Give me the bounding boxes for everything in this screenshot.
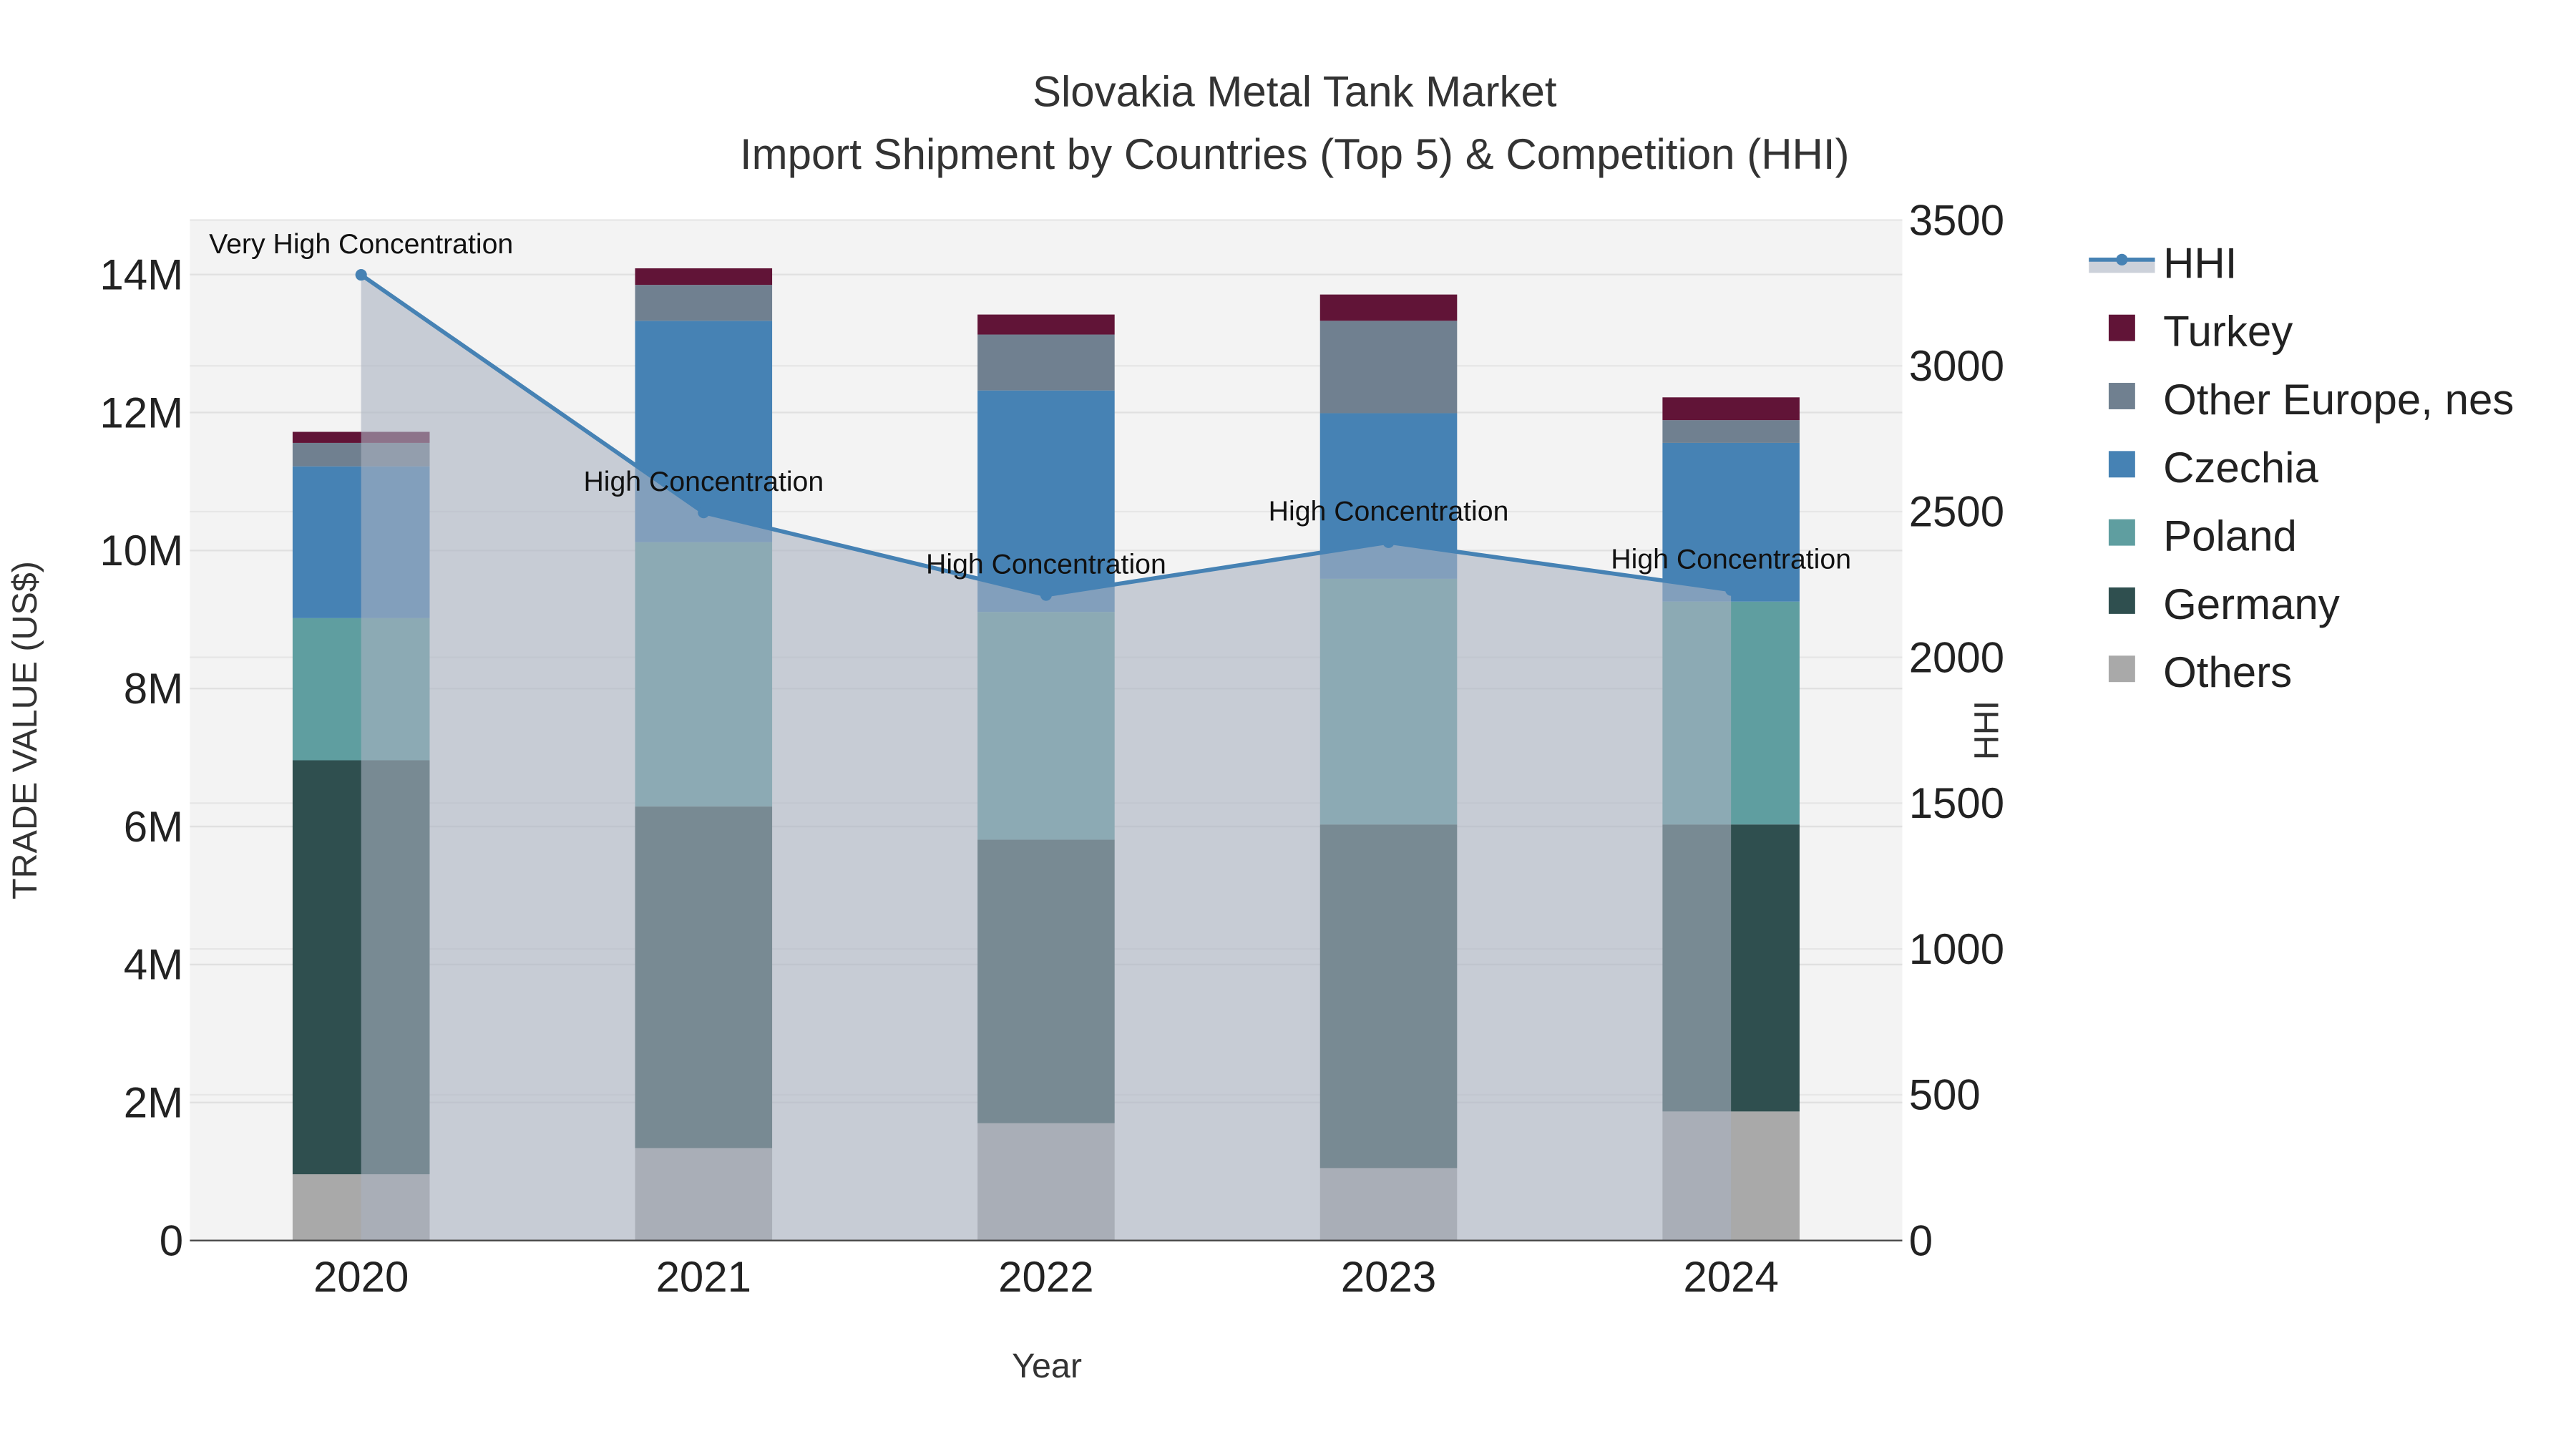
hhi-point[interactable] — [355, 269, 367, 281]
legend-label: Others — [2163, 648, 2292, 696]
y-tick-label: 14M — [99, 250, 183, 298]
legend-label: Czechia — [2163, 444, 2318, 492]
y2-tick-label: 3000 — [1909, 342, 2004, 390]
bar-other-europe-nes-2022[interactable] — [977, 334, 1115, 391]
bar-other-europe-nes-2021[interactable] — [635, 285, 773, 321]
y-tick-label: 12M — [99, 389, 183, 436]
hhi-point[interactable] — [698, 507, 710, 519]
y2-tick-label: 0 — [1909, 1216, 1933, 1264]
bar-other-europe-nes-2023[interactable] — [1319, 321, 1458, 414]
legend-item-czechia[interactable]: Czechia — [2108, 444, 2319, 492]
hhi-annotation: High Concentration — [926, 549, 1166, 580]
x-tick-label: 2021 — [656, 1253, 751, 1301]
y-tick-label: 4M — [124, 941, 183, 989]
y2-tick-label: 500 — [1909, 1071, 1981, 1119]
legend-label: Other Europe, nes — [2163, 376, 2514, 424]
y-tick-label: 2M — [124, 1079, 183, 1127]
legend-swatch — [2108, 587, 2135, 614]
chart-title: Slovakia Metal Tank Market — [1033, 67, 1557, 115]
legend-item-turkey[interactable]: Turkey — [2108, 308, 2293, 356]
y2-axis-label: HHI — [1967, 701, 2006, 760]
legend-label: Poland — [2163, 512, 2297, 560]
legend-swatch — [2108, 383, 2135, 409]
bar-turkey-2022[interactable] — [977, 314, 1115, 335]
bar-turkey-2021[interactable] — [635, 268, 773, 286]
x-tick-label: 2022 — [998, 1253, 1093, 1301]
legend-swatch — [2108, 655, 2135, 683]
hhi-point[interactable] — [1040, 589, 1052, 601]
chart-subtitle: Import Shipment by Countries (Top 5) & C… — [740, 130, 1850, 178]
hhi-annotation: High Concentration — [1269, 496, 1509, 527]
legend-item-poland[interactable]: Poland — [2108, 512, 2297, 560]
legend-item-other-europe-nes[interactable]: Other Europe, nes — [2108, 376, 2514, 424]
legend-swatch — [2089, 259, 2155, 273]
bar-other-europe-nes-2024[interactable] — [1662, 420, 1800, 443]
legend-item-others[interactable]: Others — [2108, 648, 2292, 696]
legend-swatch-marker — [2116, 253, 2128, 265]
legend-label: Germany — [2163, 580, 2340, 628]
legend-swatch — [2108, 314, 2135, 341]
y2-tick-label: 2000 — [1909, 633, 2004, 681]
legend-label: HHI — [2163, 239, 2237, 287]
y-tick-label: 10M — [99, 527, 183, 575]
bar-czechia-2022[interactable] — [977, 390, 1115, 613]
legend-item-germany[interactable]: Germany — [2108, 580, 2340, 628]
x-tick-label: 2024 — [1683, 1253, 1778, 1301]
legend-label: Turkey — [2163, 308, 2293, 356]
hhi-annotation: High Concentration — [1611, 544, 1851, 575]
y2-tick-label: 2500 — [1909, 488, 2004, 536]
y2-tick-label: 3500 — [1909, 196, 2004, 244]
bar-turkey-2024[interactable] — [1662, 397, 1800, 421]
bar-turkey-2023[interactable] — [1319, 294, 1458, 321]
legend-swatch — [2108, 451, 2135, 478]
bar-czechia-2024[interactable] — [1662, 442, 1800, 602]
y-tick-label: 0 — [160, 1216, 183, 1264]
hhi-point[interactable] — [1725, 584, 1737, 596]
x-tick-label: 2023 — [1341, 1253, 1436, 1301]
hhi-annotation: High Concentration — [583, 466, 824, 497]
y-axis-label: TRADE VALUE (US$) — [6, 561, 44, 899]
y2-tick-label: 1500 — [1909, 779, 2004, 827]
x-tick-label: 2020 — [313, 1253, 409, 1301]
y-tick-label: 6M — [124, 803, 183, 851]
x-axis-label: Year — [1012, 1347, 1082, 1385]
legend-item-hhi[interactable]: HHI — [2089, 239, 2237, 287]
hhi-annotation: Very High Concentration — [209, 228, 513, 260]
y2-tick-label: 1000 — [1909, 925, 2004, 973]
y-tick-label: 8M — [124, 665, 183, 713]
hhi-point[interactable] — [1382, 536, 1395, 548]
legend-swatch — [2108, 519, 2135, 546]
